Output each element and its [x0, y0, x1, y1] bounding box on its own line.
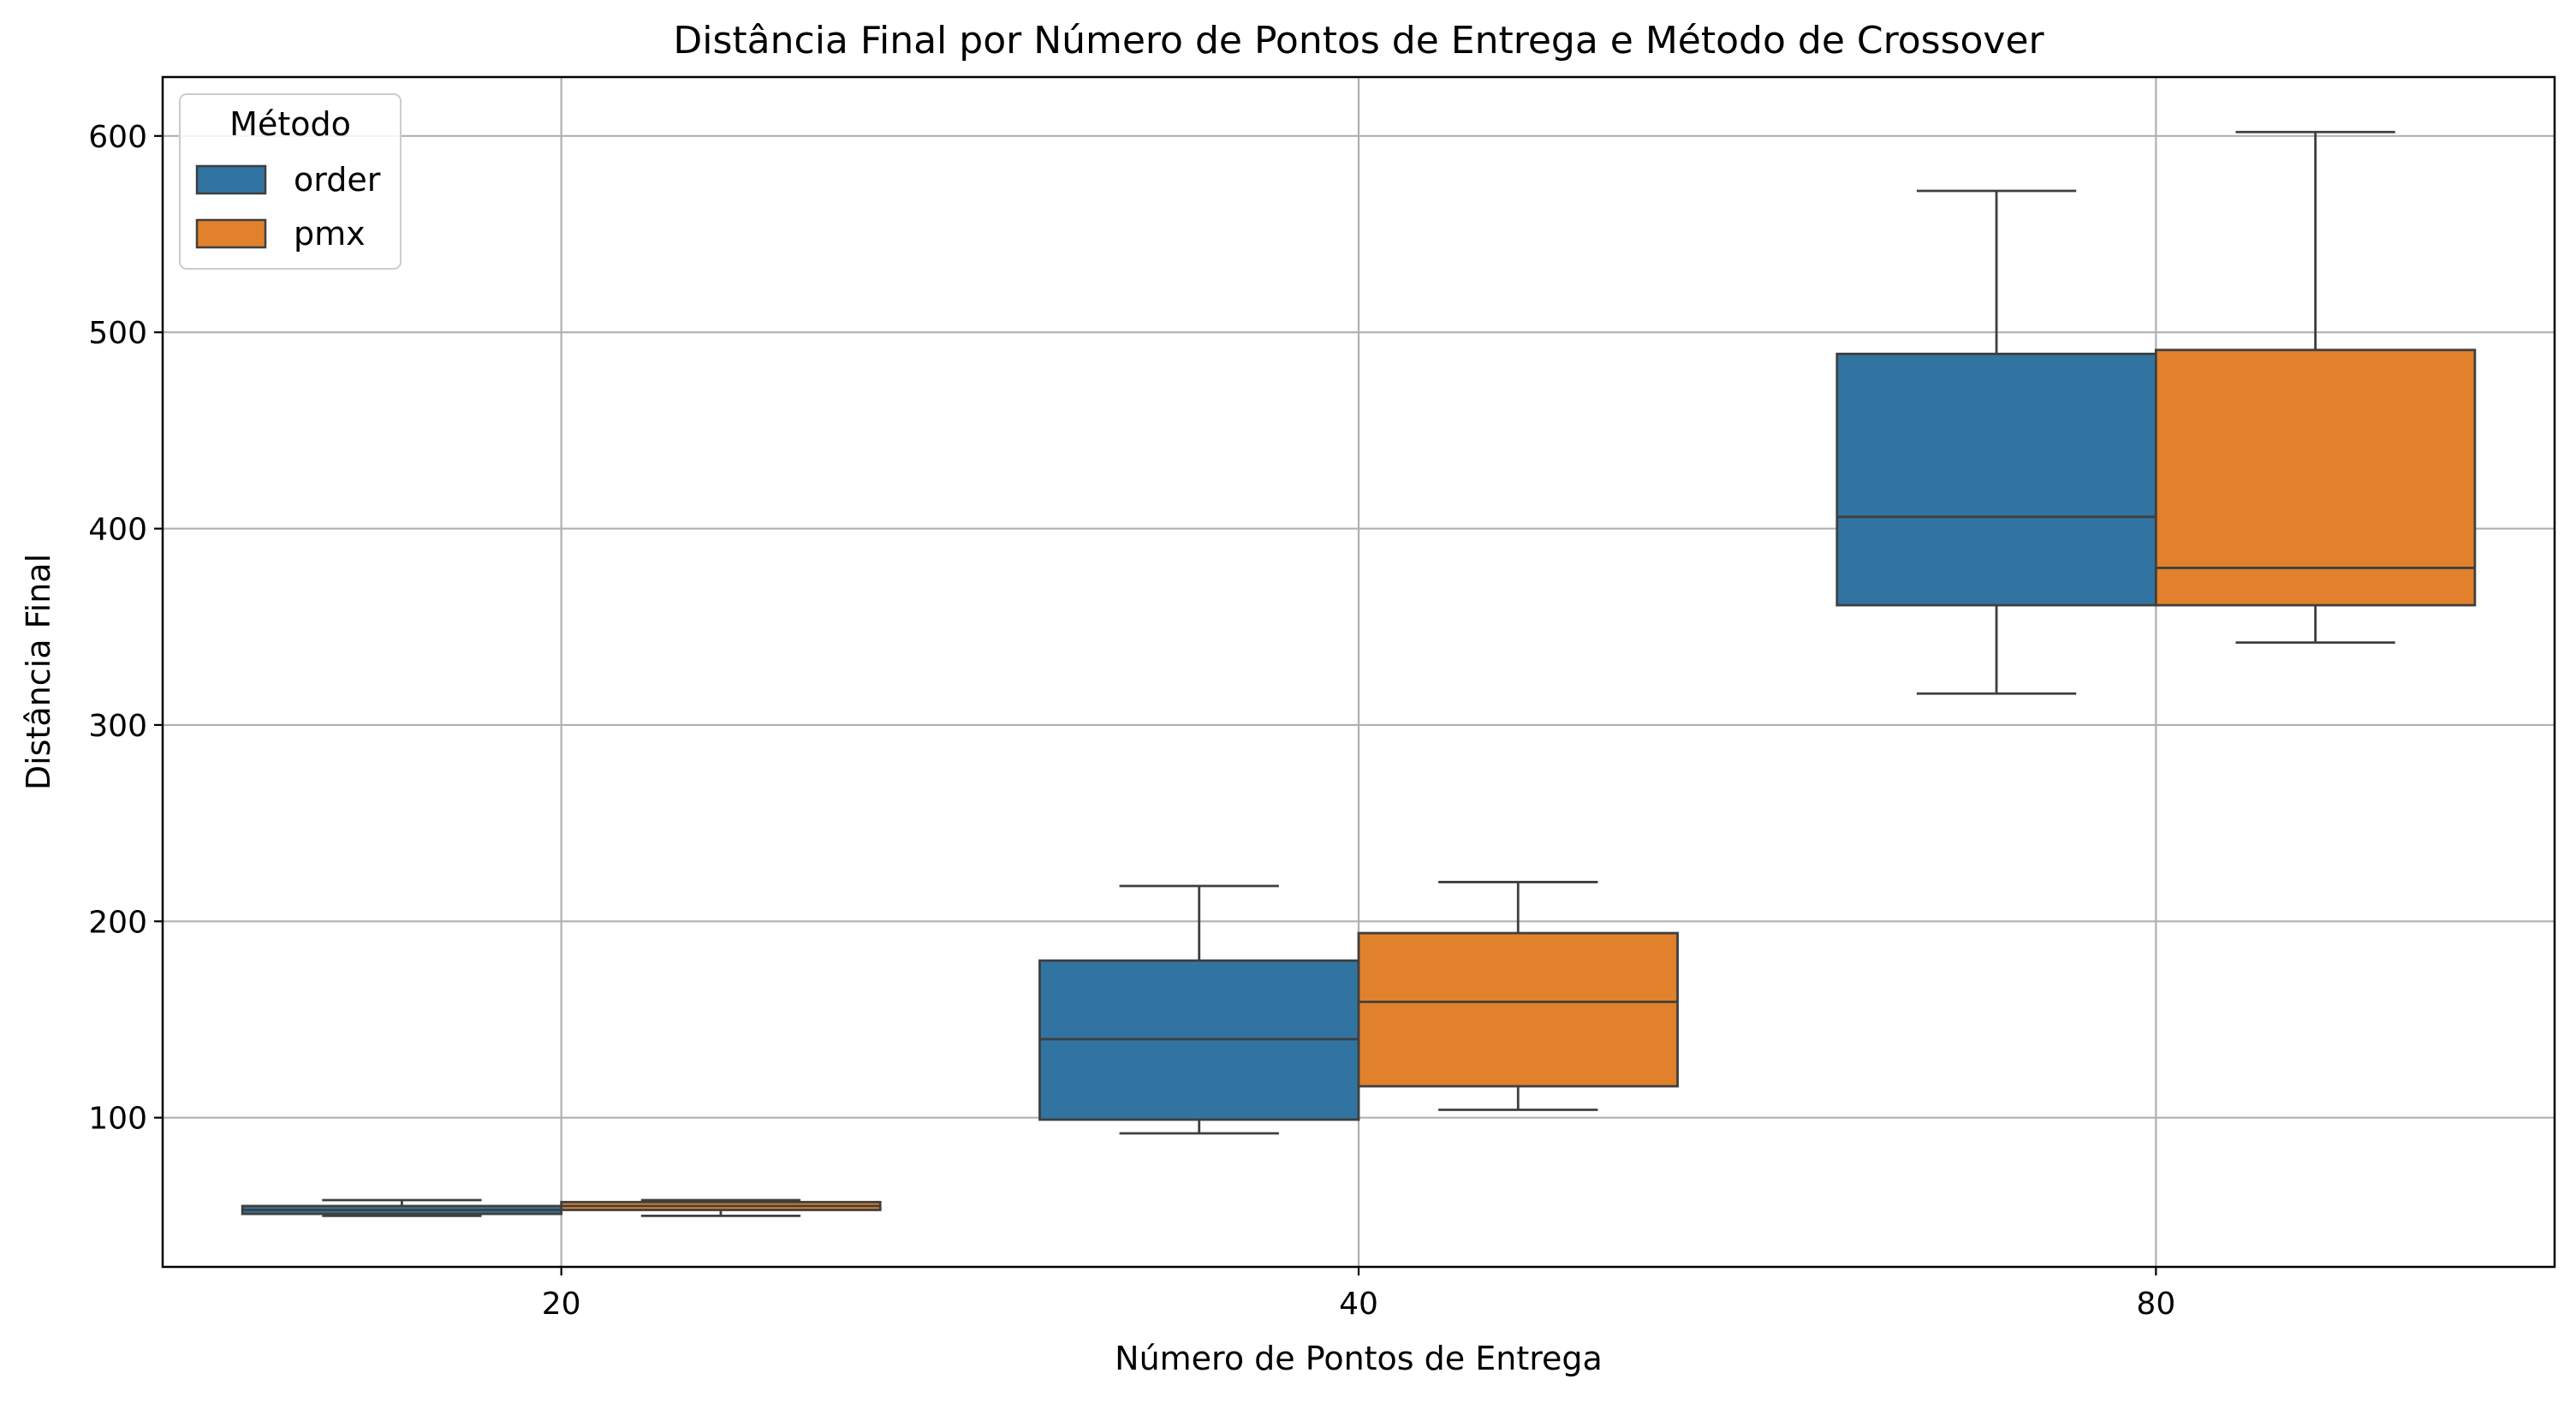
box-order-40 [1038, 884, 1360, 1135]
box-body [2154, 348, 2477, 607]
box-body [1357, 931, 1679, 1088]
y-tick-label-300: 300 [88, 709, 147, 744]
axis-ticks: 100 200 300 400 500 600 20 40 80 [88, 120, 2175, 1322]
x-tick-label-80: 80 [2136, 1287, 2175, 1322]
y-tick-label-200: 200 [88, 905, 147, 940]
legend-title: Método [229, 105, 351, 143]
y-tick-label-500: 500 [88, 316, 147, 351]
y-tick-label-600: 600 [88, 120, 147, 155]
x-axis-label: Número de Pontos de Entrega [1115, 1340, 1603, 1377]
x-tick-label-40: 40 [1339, 1287, 1378, 1322]
box-order-20 [241, 1198, 563, 1217]
legend-label-pmx[interactable]: pmx [294, 215, 366, 253]
box-pmx-40 [1357, 881, 1679, 1111]
y-axis-label: Distância Final [20, 554, 57, 790]
chart-title: Distância Final por Número de Pontos de … [673, 19, 2044, 62]
legend[interactable]: Método order pmx [179, 93, 402, 270]
box-order-80 [1835, 189, 2157, 695]
y-tick-label-100: 100 [88, 1102, 147, 1137]
box-plots [241, 130, 2477, 1217]
legend-swatch-pmx[interactable] [195, 218, 267, 249]
legend-label-order[interactable]: order [294, 161, 381, 199]
legend-swatch-order[interactable] [195, 164, 267, 195]
box-body [1835, 353, 2157, 607]
y-tick-label-400: 400 [88, 513, 147, 548]
box-pmx-80 [2154, 130, 2477, 644]
box-pmx-20 [560, 1198, 882, 1217]
x-tick-label-20: 20 [542, 1287, 581, 1322]
grid-lines [163, 77, 2555, 1267]
